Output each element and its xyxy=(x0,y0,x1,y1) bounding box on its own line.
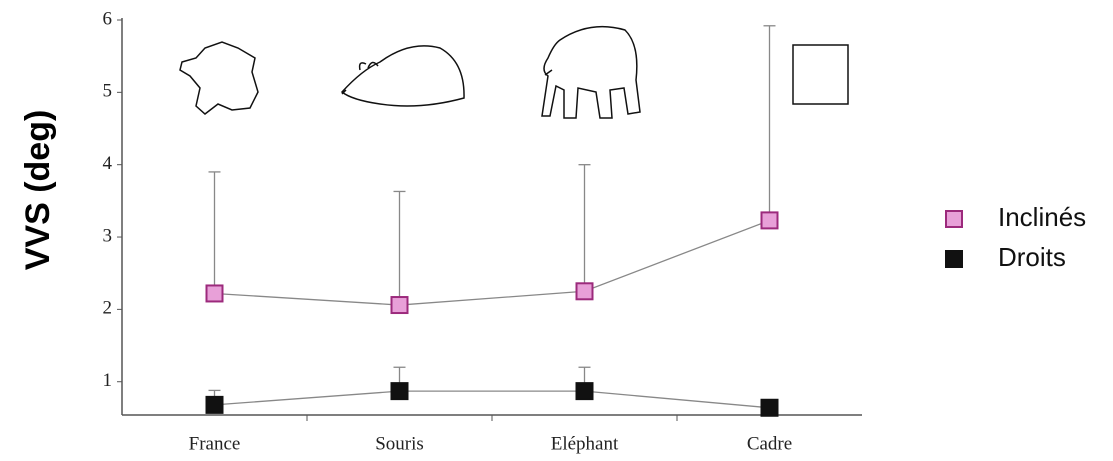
icons xyxy=(179,25,849,119)
point xyxy=(575,382,594,401)
legend-label: Inclinés xyxy=(998,202,1086,232)
mouse-icon xyxy=(340,45,465,107)
legend-swatch xyxy=(945,250,963,268)
y-tick-label: 4 xyxy=(103,153,113,174)
y-tick-label: 3 xyxy=(103,225,113,246)
x-tick-label: Eléphant xyxy=(551,433,619,454)
y-tick-label: 2 xyxy=(103,298,113,319)
series-line xyxy=(214,219,770,306)
y-tick-label: 5 xyxy=(103,81,113,102)
point xyxy=(760,211,779,230)
point xyxy=(205,284,224,303)
point xyxy=(390,296,409,315)
y-tick-label: 1 xyxy=(103,370,113,391)
elephant-icon xyxy=(541,25,641,119)
point xyxy=(575,282,594,301)
x-tick-label: Souris xyxy=(375,433,424,454)
point xyxy=(760,398,779,417)
point xyxy=(205,395,224,414)
legend-swatch xyxy=(945,210,963,228)
france-icon xyxy=(179,41,259,115)
point xyxy=(390,382,409,401)
x-tick-label: France xyxy=(189,433,241,454)
y-tick-label: 6 xyxy=(103,8,113,29)
y-axis-label: VVS (deg) xyxy=(19,110,57,271)
frame-icon xyxy=(792,44,849,105)
x-tick-label: Cadre xyxy=(747,433,792,454)
series-line xyxy=(214,390,770,409)
legend-label: Droits xyxy=(998,242,1066,272)
